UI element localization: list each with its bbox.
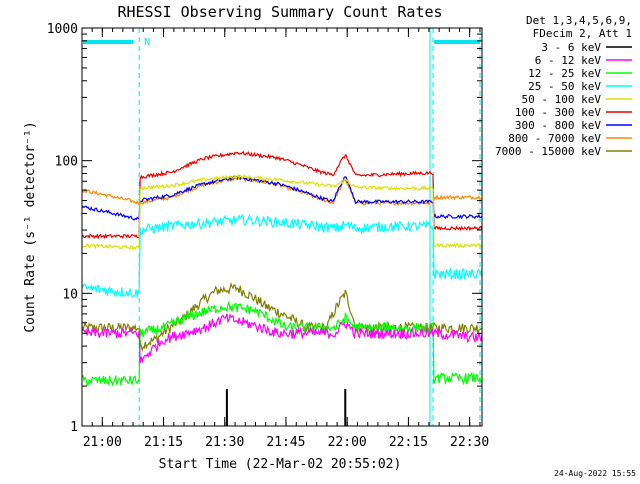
x-tick-label: 22:00 xyxy=(328,435,367,450)
night-flag-label: N xyxy=(144,37,150,48)
series-line xyxy=(81,213,483,298)
x-axis-label: Start Time (22-Mar-02 20:55:02) xyxy=(159,457,402,472)
y-axis-label: Count Rate (s⁻¹ detector⁻¹) xyxy=(23,121,38,332)
legend-entry-label: 25 - 50 keV xyxy=(528,80,601,93)
x-tick-label: 21:30 xyxy=(205,435,244,450)
series-line xyxy=(81,299,483,387)
x-tick-label: 21:15 xyxy=(144,435,183,450)
axes-layer: 1 10 100 1000 21:00 21:15 21:30 21:45 22:00 22:15… xyxy=(23,22,489,450)
series-line xyxy=(81,175,483,221)
legend-entry-label: 7000 - 15000 keV xyxy=(495,145,601,158)
chart-title: RHESSI Observing Summary Count Rates xyxy=(117,3,442,21)
y-tick-label: 1000 xyxy=(47,22,78,37)
series-line xyxy=(81,312,483,364)
legend-entry-label: 800 - 7000 keV xyxy=(508,132,601,145)
legend-entry-label: 300 - 800 keV xyxy=(515,119,601,132)
y-tick-label: 100 xyxy=(55,155,78,170)
legend-entry-label: 12 - 25 keV xyxy=(528,67,601,80)
x-tick-label: 22:15 xyxy=(389,435,428,450)
x-tick-label: 22:30 xyxy=(450,435,489,450)
legend-entry-label: 3 - 6 keV xyxy=(541,41,601,54)
series-line xyxy=(81,150,483,240)
y-tick-label: 1 xyxy=(70,420,78,435)
legend-header-line: Det 1,3,4,5,6,9, xyxy=(526,14,632,27)
legend-entry-label: 6 - 12 keV xyxy=(535,54,602,67)
x-tick-label: 21:45 xyxy=(266,435,305,450)
series-layer xyxy=(81,150,483,426)
x-tick-label: 21:00 xyxy=(83,435,122,450)
legend: Det 1,3,4,5,6,9,FDecim 2, Att 13 - 6 keV… xyxy=(495,14,632,158)
timestamp-label: 24-Aug-2022 15:55 xyxy=(554,469,636,478)
legend-entry-label: 50 - 100 keV xyxy=(522,93,602,106)
y-tick-label: 10 xyxy=(62,287,78,302)
plot-frame xyxy=(81,27,483,427)
legend-entry-label: 100 - 300 keV xyxy=(515,106,601,119)
series-line xyxy=(81,173,483,251)
legend-header-line: FDecim 2, Att 1 xyxy=(533,27,632,40)
